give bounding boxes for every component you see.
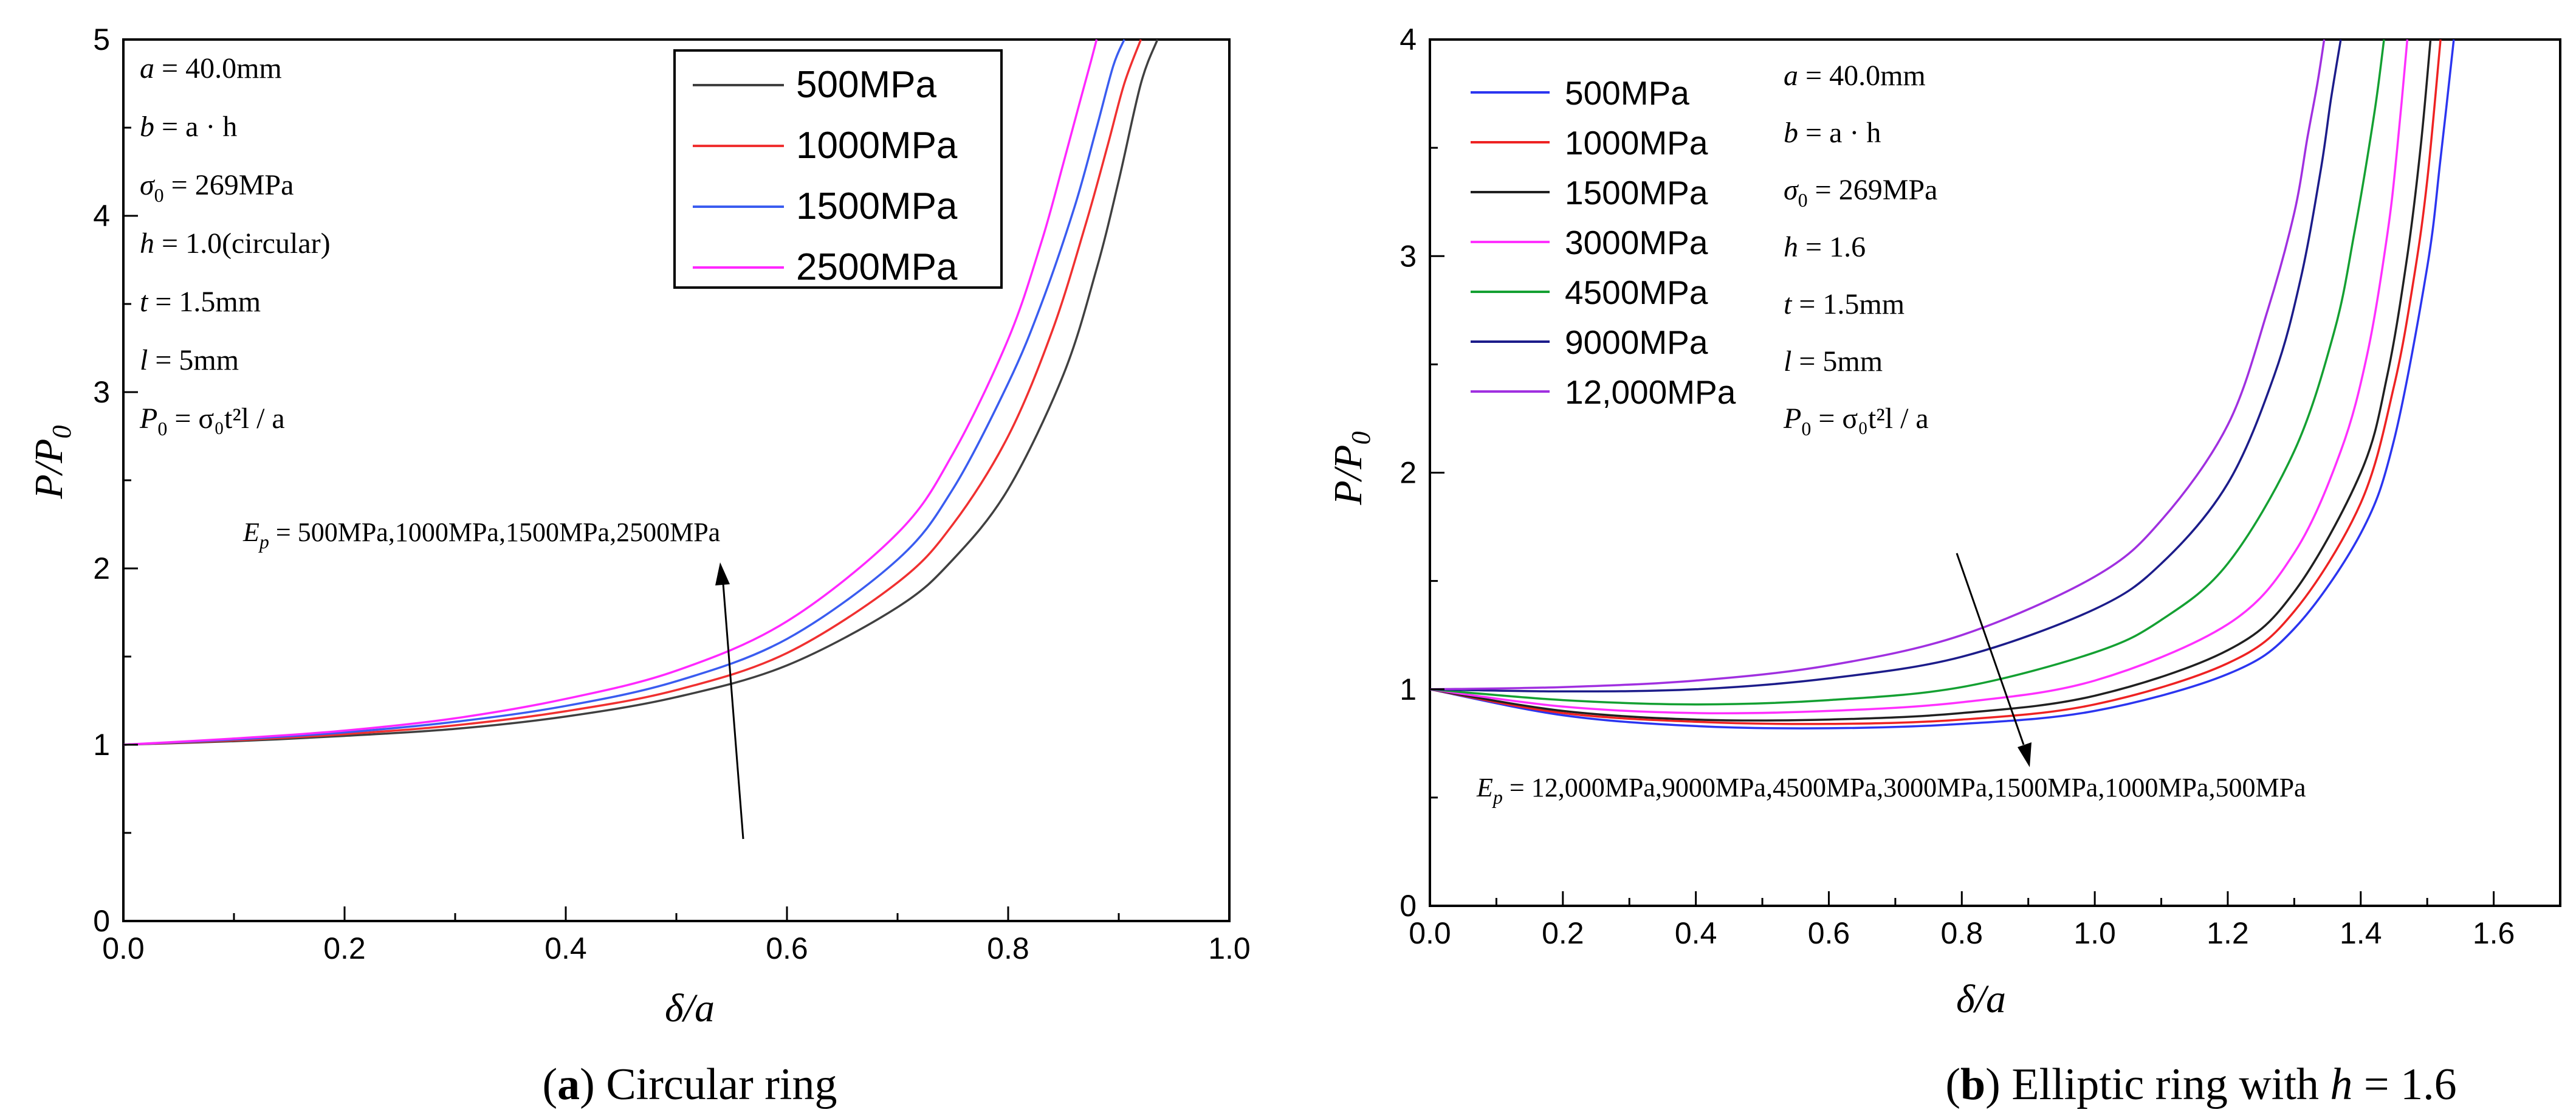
legend-label-b: 1000MPa — [1565, 124, 1708, 162]
x-tick-label-b: 0.2 — [1542, 916, 1584, 950]
x-tick-label-b: 1.6 — [2473, 916, 2515, 950]
y-tick-label-b: 0 — [1400, 889, 1417, 923]
series-line-b-500mpa — [1429, 39, 2455, 730]
annotation-arrow-line-b — [1956, 553, 2025, 745]
x-axis-label-a: δ/a — [665, 986, 715, 1030]
x-tick-label-a: 0.4 — [544, 931, 587, 965]
series-line-b-1500mpa — [1429, 39, 2432, 722]
series-line-b-9000mpa — [1429, 39, 2342, 693]
y-tick-label-a: 3 — [93, 375, 110, 409]
series-line-a-500mpa — [123, 39, 1159, 746]
annotation-arrowhead-a — [715, 562, 730, 585]
y-tick-label-a: 2 — [93, 551, 110, 585]
y-axis-label-a: P/P0 — [27, 426, 77, 500]
legend-label-b: 3000MPa — [1565, 224, 1708, 261]
series-line-b-4500mpa — [1429, 39, 2385, 706]
y-tick-label-a: 5 — [93, 22, 110, 57]
series-line-b-1000mpa — [1429, 39, 2442, 725]
parameter-line-b: P0 = σ₀t²l / a — [1783, 402, 1929, 440]
caption-b: (b) Elliptic ring with h = 1.6 — [1945, 1060, 2456, 1109]
parameter-line-b: t = 1.5mm — [1784, 288, 1905, 320]
x-tick-label-b: 1.2 — [2207, 916, 2249, 950]
caption-a: (a) Circular ring — [543, 1060, 837, 1109]
parameter-line-a: σ0 = 269MPa — [140, 169, 294, 206]
x-tick-label-a: 1.0 — [1208, 931, 1251, 965]
annotation-arrowhead-b — [2018, 742, 2032, 767]
legend-box-a — [673, 49, 1003, 289]
x-tick-label-a: 0.8 — [987, 931, 1029, 965]
parameter-line-a: b = a · h — [140, 111, 237, 143]
legend-label-b: 500MPa — [1565, 74, 1689, 112]
parameter-line-b: b = a · h — [1784, 117, 1881, 149]
parameter-line-b: a = 40.0mm — [1784, 60, 1926, 92]
series-line-a-1500mpa — [123, 39, 1125, 746]
series-line-b-3000mpa — [1429, 39, 2409, 715]
legend-a: 500MPa 1000MPa 1500MPa 2500MPa — [673, 49, 1003, 289]
legend-label-a: 1000MPa — [796, 125, 958, 167]
x-tick-label-a: 0.0 — [102, 931, 145, 965]
legend-label-b: 9000MPa — [1565, 323, 1708, 361]
legend-label-b: 4500MPa — [1565, 274, 1708, 311]
chart-panel-a: 0.0 0.2 0.4 0.6 0.8 1.0 0 1 2 3 4 5 δ/a P/P0 a = 40… — [27, 22, 1251, 1109]
y-axis-label-b: P/P0 — [1326, 432, 1376, 506]
parameter-line-a: P0 = σ₀t²l / a — [139, 402, 285, 440]
parameter-line-a: a = 40.0mm — [140, 52, 282, 85]
legend-b: 500MPa 1000MPa 1500MPa 3000MPa 4500MPa 9000MP… — [1471, 74, 1736, 411]
legend-label-a: 1500MPa — [796, 185, 958, 227]
annotation-a: Ep = 500MPa,1000MPa,1500MPa,2500MPa — [242, 517, 744, 840]
y-tick-label-a: 1 — [93, 728, 110, 762]
x-tick-label-b: 0.8 — [1941, 916, 1984, 950]
x-axis-label-b: δ/a — [1956, 977, 2006, 1021]
legend-label-a: 2500MPa — [796, 246, 958, 288]
annotation-arrow-line-a — [722, 583, 744, 840]
parameter-line-a: l = 5mm — [140, 344, 239, 376]
parameter-list-b: a = 40.0mm b = a · h σ0 = 269MPa h = 1.6 t =… — [1783, 60, 1937, 440]
x-tick-label-b: 0.6 — [1808, 916, 1850, 950]
parameter-line-a: t = 1.5mm — [140, 286, 261, 318]
y-tick-label-a: 4 — [93, 199, 110, 233]
annotation-b: Ep = 12,000MPa,9000MPa,4500MPa,3000MPa,1… — [1476, 553, 2306, 808]
chart-panel-b: 0.0 0.2 0.4 0.6 0.8 1.0 1.2 1.4 1.6 0 1 2 3 4 δ/a P/P… — [1326, 22, 2561, 1109]
x-tick-label-a: 0.2 — [323, 931, 366, 965]
parameter-line-a: h = 1.0(circular) — [140, 227, 331, 260]
series-line-a-1000mpa — [123, 39, 1142, 746]
annotation-text-b: Ep = 12,000MPa,9000MPa,4500MPa,3000MPa,1… — [1476, 773, 2306, 808]
legend-label-b: 12,000MPa — [1565, 373, 1736, 411]
x-tick-label-b: 1.4 — [2340, 916, 2382, 950]
parameter-list-a: a = 40.0mm b = a · h σ0 = 269MPa h = 1.0(ci… — [139, 52, 331, 440]
x-tick-label-b: 0.0 — [1409, 916, 1451, 950]
annotation-text-a: Ep = 500MPa,1000MPa,1500MPa,2500MPa — [242, 517, 720, 553]
legend-label-b: 1500MPa — [1565, 174, 1708, 212]
legend-label-a: 500MPa — [796, 64, 936, 106]
series-line-b-12000mpa — [1429, 39, 2326, 691]
x-tick-label-a: 0.6 — [766, 931, 808, 965]
x-tick-label-b: 1.0 — [2073, 916, 2116, 950]
y-tick-label-b: 4 — [1400, 22, 1417, 57]
y-tick-label-a: 0 — [93, 904, 110, 938]
series-line-a-2500mpa — [123, 39, 1098, 746]
parameter-line-b: h = 1.6 — [1784, 231, 1866, 263]
x-tick-label-b: 0.4 — [1675, 916, 1717, 950]
parameter-line-b: σ0 = 269MPa — [1784, 174, 1937, 211]
y-tick-label-b: 2 — [1400, 456, 1417, 490]
y-tick-label-b: 1 — [1400, 672, 1417, 706]
y-tick-label-b: 3 — [1400, 239, 1417, 273]
parameter-line-b: l = 5mm — [1784, 345, 1883, 378]
